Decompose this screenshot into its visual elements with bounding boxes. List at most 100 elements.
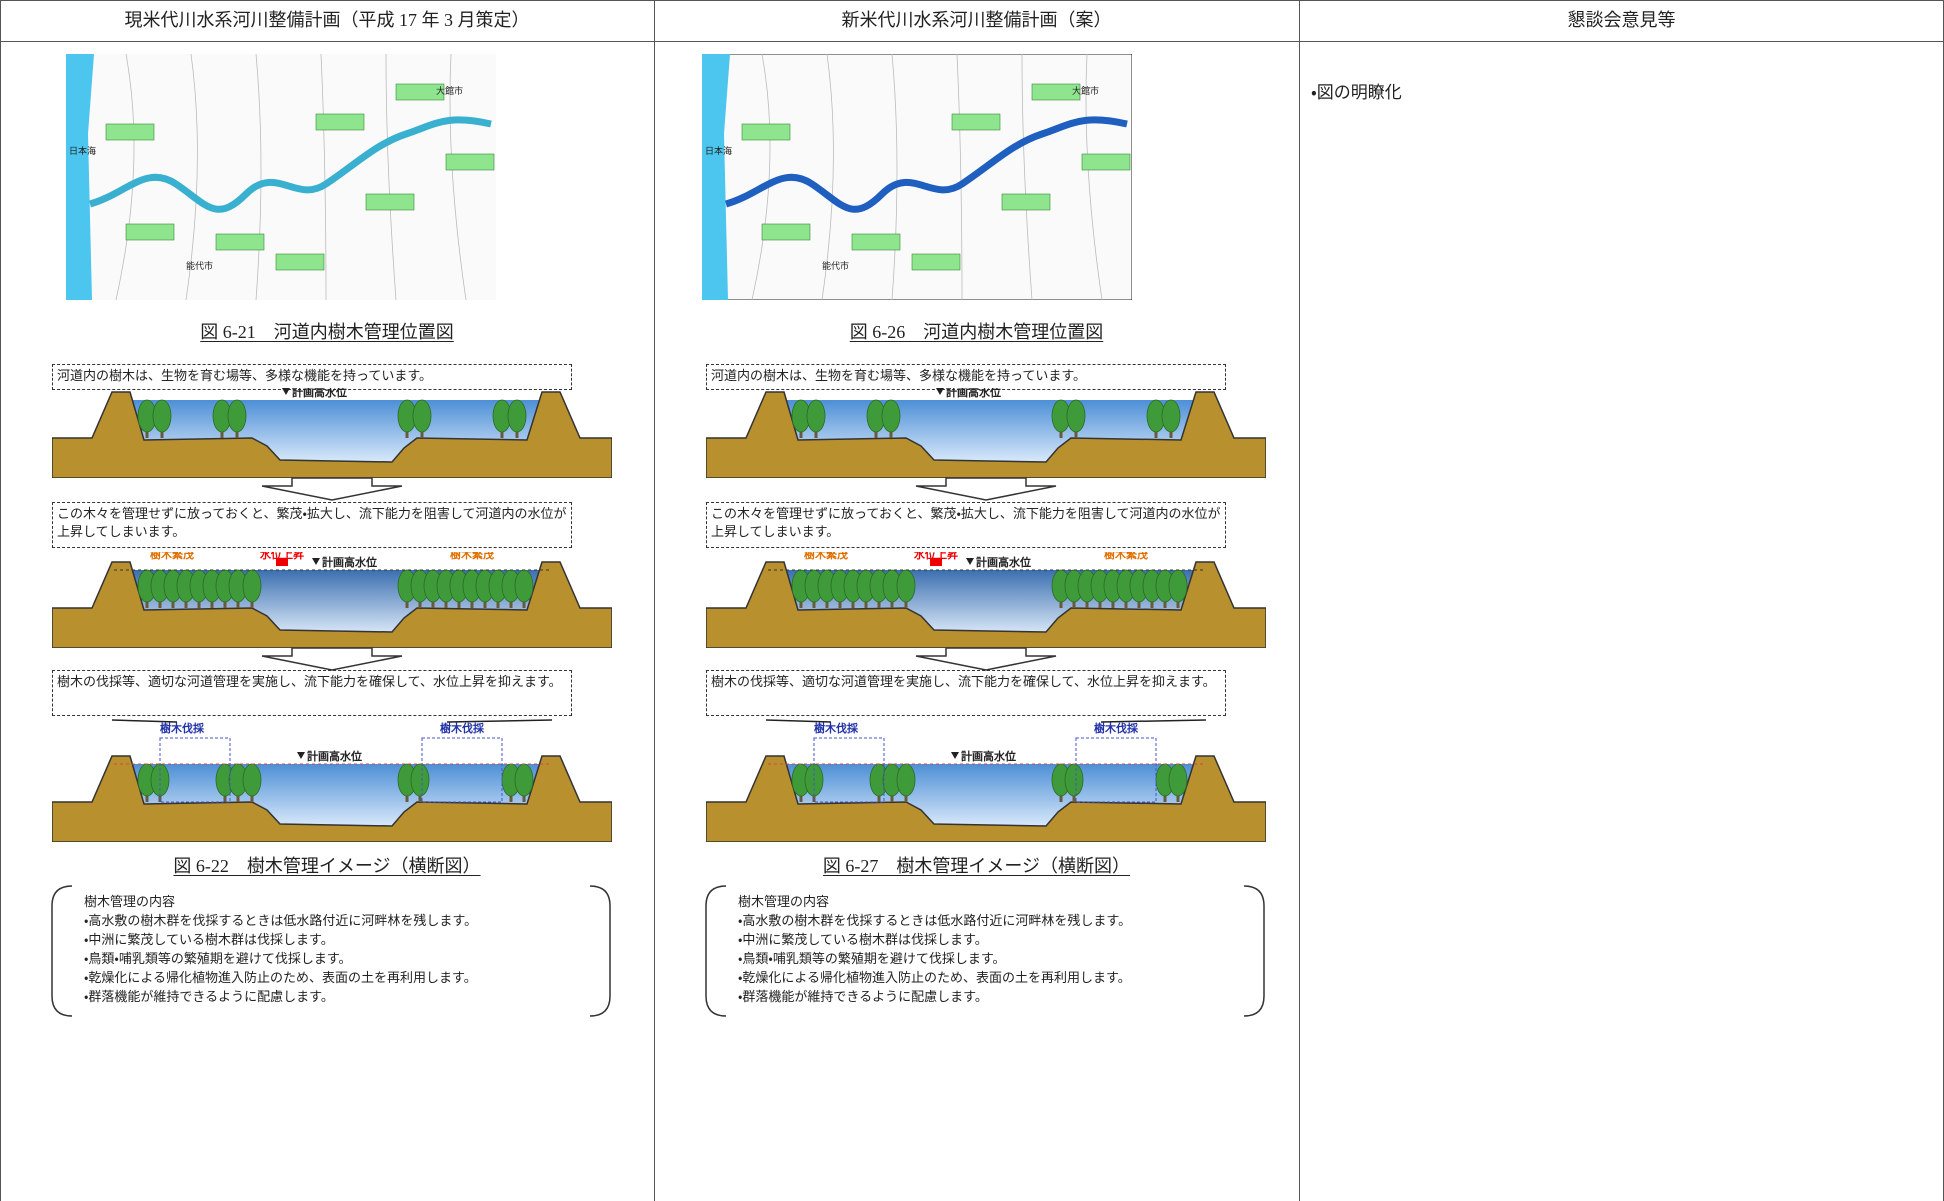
boundary — [821, 54, 834, 300]
diagram-label: 樹木繁茂 — [450, 552, 494, 561]
column: ・図の明瞭化 — [1299, 41, 1944, 1201]
box-item: ・鳥類・哺乳類等の繁殖期を避けて伐採します。 — [84, 951, 352, 966]
boundary — [385, 54, 397, 300]
box-brackets — [51, 885, 611, 1017]
ground — [52, 755, 612, 842]
map-callout — [951, 113, 1001, 131]
map-callout — [1001, 193, 1051, 211]
level-marker — [936, 388, 944, 395]
map-label: 能代市 — [186, 260, 213, 271]
boundary — [1085, 54, 1103, 300]
map-callout — [1081, 153, 1131, 171]
figure-caption-text: 図 6-22 樹木管理イメージ（横断図） — [173, 856, 481, 876]
cross-section: 計画高水位 — [706, 388, 1266, 478]
content-box: 樹木管理の内容・高水敷の樹木群を伐採するときは低水路付近に河畔林を残します。 ・中… — [704, 884, 1266, 1018]
diagram-label: 樹木繁茂 — [150, 552, 194, 561]
map-callout — [761, 223, 811, 241]
figure-caption: 図 6-27 樹木管理イメージ（横断図） — [654, 852, 1299, 878]
box-title: 樹木管理の内容 — [84, 894, 176, 909]
column: 日本海 能代市 大館市図 6-26 河道内樹木管理位置図河道内の樹木は、生物を育む場… — [654, 41, 1299, 1201]
rise-mark — [276, 558, 288, 566]
box-item: ・高水敷の樹木群を伐採するときは低水路付近に河畔林を残します。 — [738, 913, 1132, 928]
diagram-note: この木々を管理せずに放っておくと、繁茂・拡大し、流下能力を阻害して河道内の水位が… — [706, 502, 1226, 548]
tree — [242, 763, 262, 797]
box-item: ・乾燥化による帰化植物進入防止のため、表面の土を再利用します。 — [84, 970, 477, 985]
arrow-shape — [915, 647, 1057, 671]
cut-area — [813, 737, 885, 803]
column: 日本海 能代市 大館市図 6-21 河道内樹木管理位置図 河道内の樹木は、生物を育む場… — [0, 41, 654, 1201]
diagram-label: 計画高水位 — [976, 555, 1031, 569]
bracket — [51, 885, 73, 1017]
pointer-arrow — [765, 719, 832, 723]
diagram-label: 水位上昇 — [259, 552, 304, 561]
tree — [412, 399, 432, 433]
tree — [881, 399, 901, 433]
content-box: 樹木管理の内容 ・高水敷の樹木群を伐採するときは低水路付近に河畔林を残します。 ・中… — [50, 884, 612, 1018]
sea — [702, 54, 730, 300]
river — [724, 116, 1128, 213]
diagram-label: 計画高水位 — [946, 388, 1001, 399]
pointer-arrow — [1100, 719, 1207, 723]
arrow-shape — [261, 647, 403, 671]
box-title: 樹木管理の内容 — [738, 894, 830, 909]
rise-mark — [930, 558, 942, 566]
boundary — [956, 54, 963, 300]
tree — [1064, 763, 1084, 797]
map-callout — [741, 123, 791, 141]
diagram-label: 樹木伐採 — [1094, 721, 1139, 735]
diagram-label: 樹木繁茂 — [804, 552, 848, 561]
diagram-note: この木々を管理せずに放っておくと、繁茂・拡大し、流下能力を阻害して河道内の水位が… — [52, 502, 572, 548]
map-callout — [105, 123, 155, 141]
tree — [152, 399, 172, 433]
down-arrow — [915, 477, 1057, 501]
cross-section: 樹木繁茂 水位上昇 計画高水位 樹木繁茂 — [52, 552, 612, 648]
header-cell: 新米代川水系河川整備計画（案） — [841, 10, 1112, 30]
level-marker — [312, 558, 320, 565]
diagram-note: 樹木の伐採等、適切な河道管理を実施し、流下能力を確保して、水位上昇を抑えます。 — [706, 670, 1226, 716]
map-callout — [125, 223, 175, 241]
tree — [514, 763, 534, 797]
diagram-label: 樹木伐採 — [814, 721, 859, 735]
diagram-label: 樹木伐採 — [160, 721, 205, 735]
table-border — [0, 0, 1, 1201]
map-callout — [851, 233, 901, 251]
map-callout — [215, 233, 265, 251]
box-item: ・中洲に繁茂している樹木群は伐採します。 — [738, 932, 988, 947]
map-callout — [275, 253, 325, 271]
tree — [227, 399, 247, 433]
cross-section-figure: 計画高水位 — [52, 388, 612, 478]
diagram-label: 計画高水位 — [322, 555, 377, 569]
diagram-label: 樹木繁茂 — [1104, 552, 1148, 561]
header-cell: 懇談会意見等 — [1567, 10, 1676, 30]
tree — [242, 569, 262, 603]
ground — [52, 391, 612, 478]
tree — [896, 763, 916, 797]
map-callout — [365, 193, 415, 211]
figure-caption: 図 6-26 河道内樹木管理位置図 — [654, 318, 1299, 344]
diagram-note: 河道内の樹木は、生物を育む場等、多様な機能を持っています。 — [706, 364, 1226, 390]
down-arrow — [261, 477, 403, 501]
tree — [514, 569, 534, 603]
cross-section: 計画高水位 — [52, 388, 612, 478]
tree — [1168, 569, 1188, 603]
cut-area — [159, 737, 231, 803]
cross-section-figure: 計画高水位 — [706, 388, 1266, 478]
header-cell: 現米代川水系河川整備計画（平成 17 年 3 月策定） — [124, 10, 530, 30]
cross-section-figure: 樹木繁茂 水位上昇 計画高水位 樹木繁茂 — [706, 552, 1266, 648]
map-callout — [395, 83, 445, 101]
table-border — [0, 0, 1944, 1]
down-arrow — [915, 647, 1057, 671]
boundary — [185, 54, 198, 300]
down-arrow — [261, 647, 403, 671]
diagram-label: 計画高水位 — [307, 749, 362, 763]
boundary — [115, 54, 135, 300]
cut-area — [421, 737, 503, 803]
box-item: ・中洲に繁茂している樹木群は伐採します。 — [84, 932, 334, 947]
sea — [66, 54, 94, 300]
